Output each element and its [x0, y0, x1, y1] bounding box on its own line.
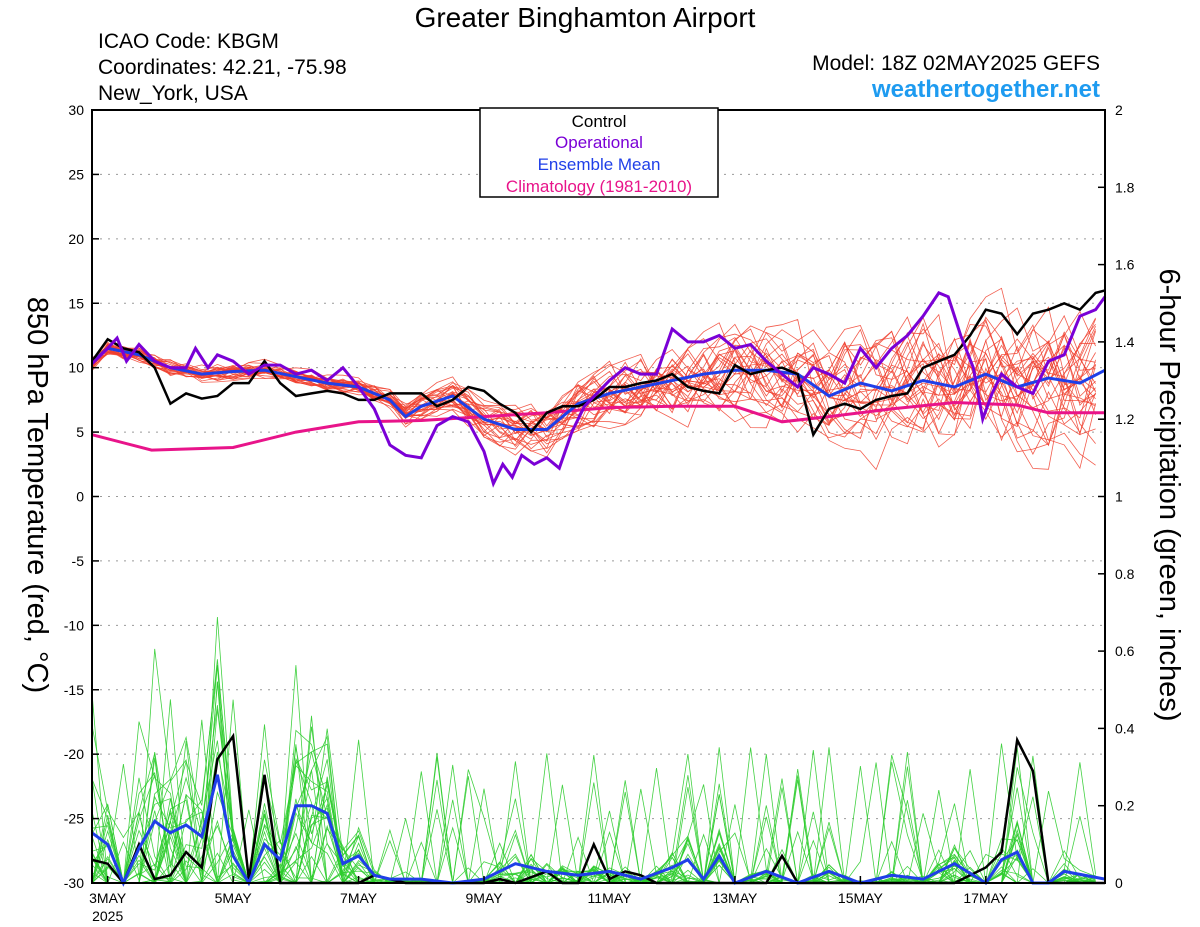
legend-operational: Operational	[555, 133, 643, 152]
left-axis-label: 850 hPa Temperature (red, °C)	[21, 297, 53, 693]
x-tick-label: 13MAY	[712, 890, 758, 906]
precipitation-member-line	[91, 726, 1096, 885]
icao-code: ICAO Code: KBGM	[98, 30, 279, 53]
precipitation-member-line	[91, 665, 1096, 884]
legend-ensemble-mean: Ensemble Mean	[538, 155, 661, 174]
right-tick-label: 0.8	[1115, 566, 1135, 582]
temperature-member-line	[91, 307, 1096, 427]
temperature-member-lines	[91, 287, 1096, 471]
right-tick-label: 0	[1115, 875, 1123, 891]
precipitation-member-line	[91, 724, 1096, 885]
precipitation-member-line	[92, 664, 1096, 884]
right-tick-label: 0.2	[1115, 798, 1135, 814]
control-temperature-line	[90, 289, 1106, 438]
left-tick-label: -30	[64, 875, 84, 891]
x-tick-label: 7MAY	[340, 890, 378, 906]
right-tick-label: 0.6	[1115, 643, 1135, 659]
location: New_York, USA	[98, 82, 248, 105]
x-tick-label: 15MAY	[838, 890, 884, 906]
left-tick-label: -15	[64, 682, 84, 698]
x-tick-label: 11MAY	[588, 890, 632, 906]
left-tick-label: -5	[72, 553, 85, 569]
legend-box	[479, 107, 719, 198]
chart-title: Greater Binghamton Airport	[415, 2, 756, 33]
precipitation-member-line	[91, 719, 1096, 885]
right-tick-label: 1.6	[1115, 257, 1135, 273]
x-tick-label: 17MAY	[963, 890, 1009, 906]
legend-control: Control	[572, 112, 627, 131]
left-tick-label: 0	[76, 489, 84, 505]
plot-frame	[91, 109, 1106, 884]
temperature-member-line	[91, 331, 1096, 445]
climatology-line	[91, 400, 1105, 452]
left-tick-label: -20	[64, 746, 84, 762]
left-tick-label: 25	[68, 166, 84, 182]
x-tick-label: 3MAY	[89, 890, 127, 906]
precipitation-member-line	[91, 715, 1096, 884]
right-axis-label: 6-hour Precipitation (green, inches)	[1153, 269, 1185, 722]
precipitation-member-line	[91, 665, 1096, 884]
temperature-member-line	[91, 342, 1096, 470]
right-tick-label: 0.4	[1115, 720, 1135, 736]
model-run: Model: 18Z 02MAY2025 GEFS	[812, 52, 1100, 75]
precipitation-member-line	[91, 681, 1096, 884]
precipitation-member-line	[91, 648, 1096, 885]
temperature-member-line	[91, 348, 1096, 446]
precipitation-member-line	[91, 709, 1096, 884]
left-tick-label: -25	[64, 811, 84, 827]
left-tick-label: 15	[68, 295, 84, 311]
right-tick-label: 1.2	[1115, 411, 1135, 427]
axis-ticks: 302520151050-5-10-15-20-25-3021.81.61.41…	[64, 102, 1135, 924]
precipitation-member-line	[91, 659, 1096, 885]
precipitation-member-line	[91, 721, 1096, 885]
left-tick-label: 10	[68, 360, 84, 376]
left-tick-label: -10	[64, 617, 84, 633]
left-tick-label: 30	[68, 102, 84, 118]
x-tick-label: 9MAY	[465, 890, 503, 906]
x-tick-label: 5MAY	[215, 890, 253, 906]
site-link[interactable]: weathertogether.net	[871, 76, 1100, 103]
precipitation-member-line	[92, 681, 1096, 884]
legend-climatology: Climatology (1981-2010)	[506, 177, 692, 196]
legend: Control Operational Ensemble Mean Climat…	[479, 107, 719, 198]
precipitation-member-line	[91, 725, 1096, 885]
right-tick-label: 2	[1115, 102, 1123, 118]
right-tick-label: 1.4	[1115, 334, 1135, 350]
x-tick-year: 2025	[92, 908, 123, 924]
mean-precip-line	[91, 774, 1106, 887]
right-tick-label: 1.8	[1115, 179, 1135, 195]
left-tick-label: 5	[76, 424, 84, 440]
left-tick-label: 20	[68, 231, 84, 247]
temperature-member-line	[91, 287, 1096, 440]
right-tick-label: 1	[1115, 489, 1123, 505]
precipitation-member-line	[91, 699, 1096, 885]
coordinates: Coordinates: 42.21, -75.98	[98, 56, 347, 79]
temperature-member-line	[91, 330, 1096, 470]
gridlines	[92, 173, 1105, 820]
precipitation-member-line	[91, 705, 1096, 885]
operational-temperature-line	[90, 291, 1107, 488]
